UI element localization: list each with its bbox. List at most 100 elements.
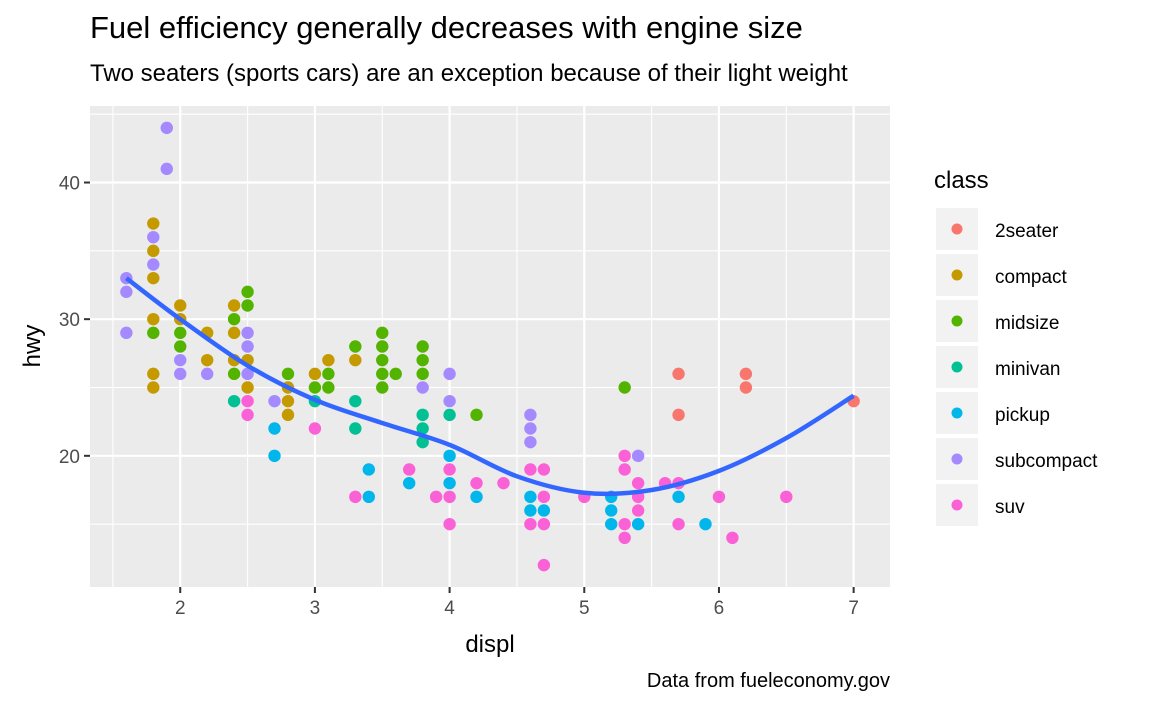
data-point-subcompact — [241, 340, 254, 353]
data-point-suv — [349, 490, 362, 504]
data-point-suv — [780, 490, 793, 504]
data-point-pickup — [443, 476, 456, 490]
y-axis: 20 30 40 — [59, 174, 90, 468]
legend-swatch-subcompact — [951, 453, 963, 465]
data-point-suv — [537, 558, 551, 572]
x-tick-label: 3 — [310, 598, 321, 619]
y-tick-label: 40 — [59, 174, 80, 195]
data-point-pickup — [470, 490, 483, 504]
data-point-midsize — [389, 367, 402, 381]
data-point-compact — [227, 299, 241, 312]
data-point-compact — [349, 353, 362, 367]
data-point-compact — [174, 299, 187, 312]
data-point-minivan — [416, 408, 429, 422]
data-point-midsize — [322, 367, 335, 381]
data-point-suv — [429, 490, 443, 504]
data-point-midsize — [376, 381, 389, 394]
data-point-suv — [497, 476, 510, 490]
legend-label-pickup: pickup — [995, 405, 1050, 426]
data-point-pickup — [268, 449, 281, 463]
data-point-compact — [147, 381, 160, 394]
data-point-midsize — [376, 340, 389, 353]
data-point-compact — [308, 367, 322, 381]
data-point-subcompact — [443, 367, 456, 381]
data-point-midsize — [416, 367, 429, 381]
legend-swatch-suv — [951, 499, 963, 511]
data-point-pickup — [672, 490, 685, 504]
data-point-minivan — [416, 422, 429, 435]
data-point-subcompact — [147, 230, 160, 244]
data-point-compact — [322, 353, 335, 367]
data-point-suv — [726, 531, 739, 545]
legend-swatch-compact — [951, 269, 963, 281]
data-point-pickup — [362, 463, 375, 476]
data-point-compact — [147, 244, 160, 258]
legend-label-midsize: midsize — [995, 313, 1059, 334]
data-point-pickup — [443, 449, 456, 463]
data-point-compact — [241, 381, 254, 394]
legend-swatch-midsize — [951, 315, 963, 327]
data-point-subcompact — [524, 422, 537, 435]
data-point-subcompact — [160, 121, 173, 135]
y-tick-label: 20 — [59, 447, 80, 468]
legend-swatch-pickup — [951, 407, 963, 419]
data-point-suv — [618, 449, 631, 463]
data-point-subcompact — [524, 435, 537, 449]
data-point-suv — [241, 408, 254, 422]
legend-label-suv: suv — [995, 497, 1025, 518]
x-tick-label: 5 — [579, 598, 590, 619]
data-point-subcompact — [241, 326, 254, 340]
data-point-midsize — [174, 340, 187, 353]
x-axis-title: displ — [465, 631, 514, 658]
data-point-midsize — [227, 312, 241, 326]
data-point-pickup — [631, 517, 645, 531]
data-point-midsize — [281, 367, 295, 381]
legend-label-minivan: minivan — [995, 359, 1060, 380]
data-point-2seater — [672, 367, 685, 381]
data-point-midsize — [241, 285, 254, 299]
data-point-pickup — [537, 504, 551, 517]
data-point-midsize — [174, 326, 187, 340]
data-point-pickup — [605, 504, 618, 517]
data-point-compact — [281, 408, 295, 422]
legend: class 2seater compact midsize minivan pickup… — [934, 167, 1098, 526]
data-point-compact — [147, 271, 160, 285]
data-point-2seater — [672, 408, 685, 422]
legend-label-subcompact: subcompact — [995, 451, 1098, 472]
data-point-compact — [200, 353, 214, 367]
data-point-compact — [227, 326, 241, 340]
data-point-2seater — [739, 381, 753, 394]
data-point-suv — [524, 517, 537, 531]
data-point-subcompact — [524, 408, 537, 422]
data-point-subcompact — [174, 353, 187, 367]
x-tick-label: 4 — [444, 598, 455, 619]
data-point-compact — [147, 367, 160, 381]
legend-title: class — [934, 167, 989, 194]
x-tick-label: 6 — [714, 598, 725, 619]
data-point-midsize — [241, 299, 254, 312]
data-point-midsize — [470, 408, 483, 422]
data-point-minivan — [349, 394, 362, 408]
data-point-pickup — [268, 422, 281, 435]
x-tick-label: 7 — [848, 598, 859, 619]
data-point-suv — [537, 517, 551, 531]
data-point-compact — [147, 312, 160, 326]
data-point-2seater — [739, 367, 753, 381]
data-point-pickup — [524, 504, 537, 517]
data-point-subcompact — [631, 449, 645, 463]
legend-swatch-minivan — [951, 361, 963, 373]
data-point-compact — [281, 394, 295, 408]
data-point-minivan — [416, 435, 429, 449]
data-point-suv — [402, 463, 416, 476]
data-point-midsize — [416, 340, 429, 353]
data-point-midsize — [308, 381, 322, 394]
data-point-subcompact — [120, 326, 133, 340]
data-point-subcompact — [241, 367, 254, 381]
data-point-suv — [443, 463, 456, 476]
data-point-midsize — [376, 367, 389, 381]
legend-entries: 2seater compact midsize minivan pickup subcom… — [936, 208, 1098, 526]
y-axis-title: hwy — [19, 325, 46, 368]
x-axis: 2 3 4 5 6 7 — [175, 587, 859, 619]
data-point-suv — [524, 463, 537, 476]
data-point-suv — [443, 517, 456, 531]
